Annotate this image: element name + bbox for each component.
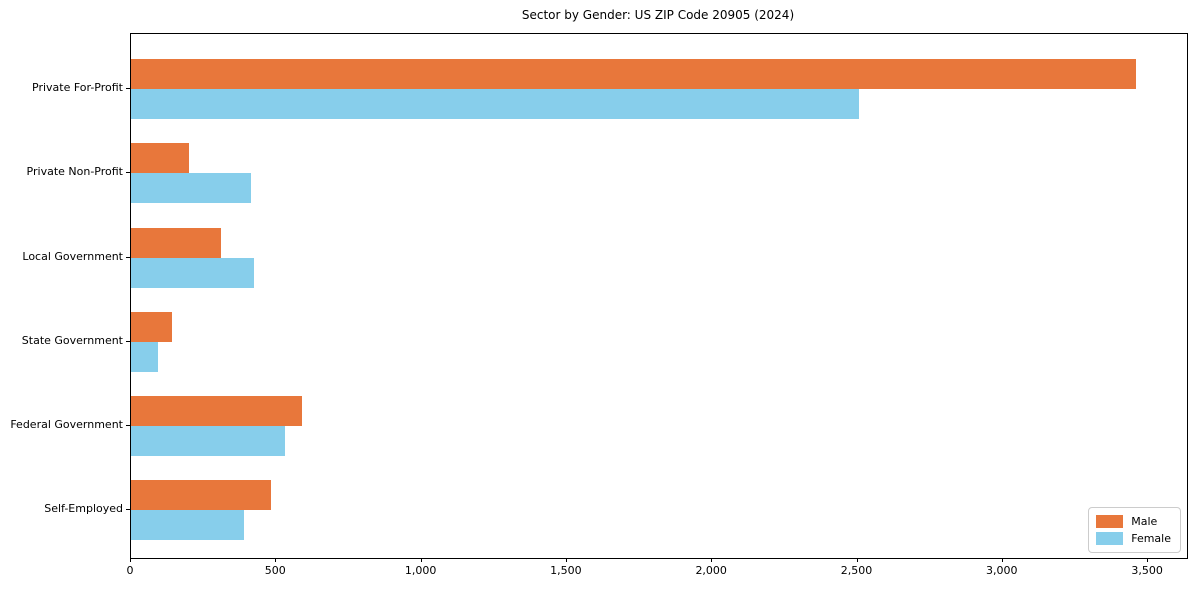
y-tick-mark [126, 424, 130, 426]
x-tick-mark [856, 558, 858, 562]
bar-female-state-government [131, 341, 158, 372]
chart-title: Sector by Gender: US ZIP Code 20905 (202… [521, 8, 795, 22]
bar-female-local-government [131, 257, 255, 288]
x-tick-mark [275, 558, 277, 562]
legend-swatch-female [1096, 532, 1124, 545]
x-tick-mark [1001, 558, 1003, 562]
bar-male-private-for-profit [131, 59, 1137, 90]
y-axis-label: Private Non-Profit [26, 165, 123, 179]
x-tick-label: 1,500 [550, 564, 582, 577]
bar-male-self-employed [131, 479, 272, 510]
x-tick-label: 2,000 [695, 564, 727, 577]
x-tick-label: 3,000 [986, 564, 1018, 577]
bar-male-private-non-profit [131, 143, 190, 174]
x-tick-mark [1147, 558, 1149, 562]
y-tick-mark [126, 340, 130, 342]
bar-male-state-government [131, 311, 172, 342]
legend-label-female: Female [1131, 532, 1171, 545]
legend: Male Female [1088, 507, 1181, 553]
y-tick-mark [126, 508, 130, 510]
y-tick-mark [126, 256, 130, 258]
bar-male-local-government [131, 227, 222, 258]
bar-female-private-for-profit [131, 89, 859, 120]
y-axis-label: Local Government [22, 249, 123, 263]
plot-area: Male Female [130, 33, 1188, 559]
y-tick-mark [126, 88, 130, 90]
bar-female-private-non-profit [131, 173, 251, 204]
x-tick-mark [565, 558, 567, 562]
bar-male-federal-government [131, 395, 303, 426]
bar-female-federal-government [131, 425, 285, 456]
y-axis-label: State Government [21, 333, 123, 347]
y-tick-mark [126, 172, 130, 174]
legend-swatch-male [1096, 515, 1124, 528]
legend-row-female: Female [1096, 530, 1171, 547]
x-tick-label: 0 [126, 564, 134, 577]
y-axis-label: Federal Government [10, 417, 123, 431]
x-tick-label: 2,500 [840, 564, 873, 577]
x-tick-mark [420, 558, 422, 562]
y-axis-label: Private For-Profit [32, 81, 123, 95]
x-tick-label: 3,500 [1131, 564, 1163, 577]
bar-female-self-employed [131, 509, 244, 540]
x-tick-label: 500 [264, 564, 286, 577]
x-tick-label: 1,000 [404, 564, 437, 577]
legend-label-male: Male [1131, 515, 1158, 528]
legend-row-male: Male [1096, 513, 1171, 530]
x-tick-mark [711, 558, 713, 562]
y-axis-label: Self-Employed [44, 501, 123, 515]
x-tick-mark [130, 558, 131, 562]
